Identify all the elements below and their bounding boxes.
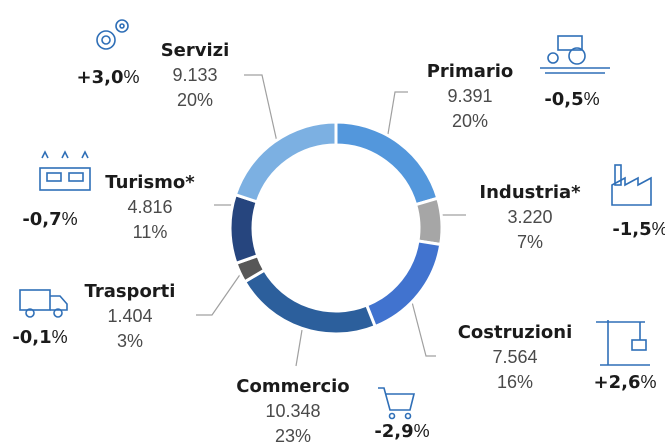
segment-name: Turismo* xyxy=(105,172,195,193)
share-label: 3% xyxy=(117,331,143,351)
donut-segment xyxy=(233,120,338,204)
change-unit: % xyxy=(584,89,600,109)
share-label: 16% xyxy=(497,372,533,392)
change-label: -0,5% xyxy=(544,89,599,110)
icon-crane xyxy=(596,320,650,366)
value-label: 1.404 xyxy=(107,306,152,326)
icon-truck xyxy=(19,289,68,318)
change-value: -1,5 xyxy=(612,219,651,240)
share-label: 23% xyxy=(275,426,311,446)
change-label: +2,6% xyxy=(594,372,657,393)
change-label: -1,5% xyxy=(612,219,665,240)
value-label: 3.220 xyxy=(507,207,552,227)
donut-segment xyxy=(228,192,260,266)
icon-tractor xyxy=(540,35,610,74)
change-unit: % xyxy=(414,421,430,441)
value-label: 4.816 xyxy=(127,197,172,217)
change-label: -2,9% xyxy=(374,421,429,442)
change-value: -0,7 xyxy=(22,209,61,230)
icon-bed xyxy=(39,150,91,191)
change-unit: % xyxy=(52,327,68,347)
change-value: -2,9 xyxy=(374,421,413,442)
leader-lines xyxy=(196,74,466,367)
donut-segment xyxy=(364,239,443,329)
value-label: 9.391 xyxy=(447,86,492,106)
change-label: -0,1% xyxy=(12,327,67,348)
change-unit: % xyxy=(640,372,656,392)
value-label: 9.133 xyxy=(172,65,217,85)
change-value: +2,6 xyxy=(594,372,641,393)
share-label: 20% xyxy=(452,111,488,131)
icon-cart xyxy=(378,387,416,420)
change-unit: % xyxy=(123,67,139,87)
segment-name: Industria* xyxy=(479,182,581,203)
share-label: 7% xyxy=(517,232,543,252)
change-value: +3,0 xyxy=(77,67,124,88)
change-unit: % xyxy=(652,219,665,239)
icon-gear xyxy=(96,19,129,50)
share-label: 11% xyxy=(133,222,168,242)
donut-segment xyxy=(413,196,444,247)
value-label: 7.564 xyxy=(492,347,537,367)
change-label: +3,0% xyxy=(77,67,140,88)
value-label: 10.348 xyxy=(265,401,320,421)
change-unit: % xyxy=(62,209,78,229)
change-value: -0,1 xyxy=(12,327,51,348)
segment-name: Commercio xyxy=(236,376,349,397)
segment-name: Costruzioni xyxy=(458,322,573,343)
change-value: -0,5 xyxy=(544,89,583,110)
donut-segment xyxy=(334,120,440,207)
change-label: -0,7% xyxy=(22,209,77,230)
icon-factory xyxy=(611,164,652,206)
donut-segment xyxy=(242,268,378,336)
segment-name: Trasporti xyxy=(85,281,176,302)
segment-name: Primario xyxy=(427,61,514,82)
share-label: 20% xyxy=(177,90,213,110)
segment-name: Servizi xyxy=(161,40,230,61)
